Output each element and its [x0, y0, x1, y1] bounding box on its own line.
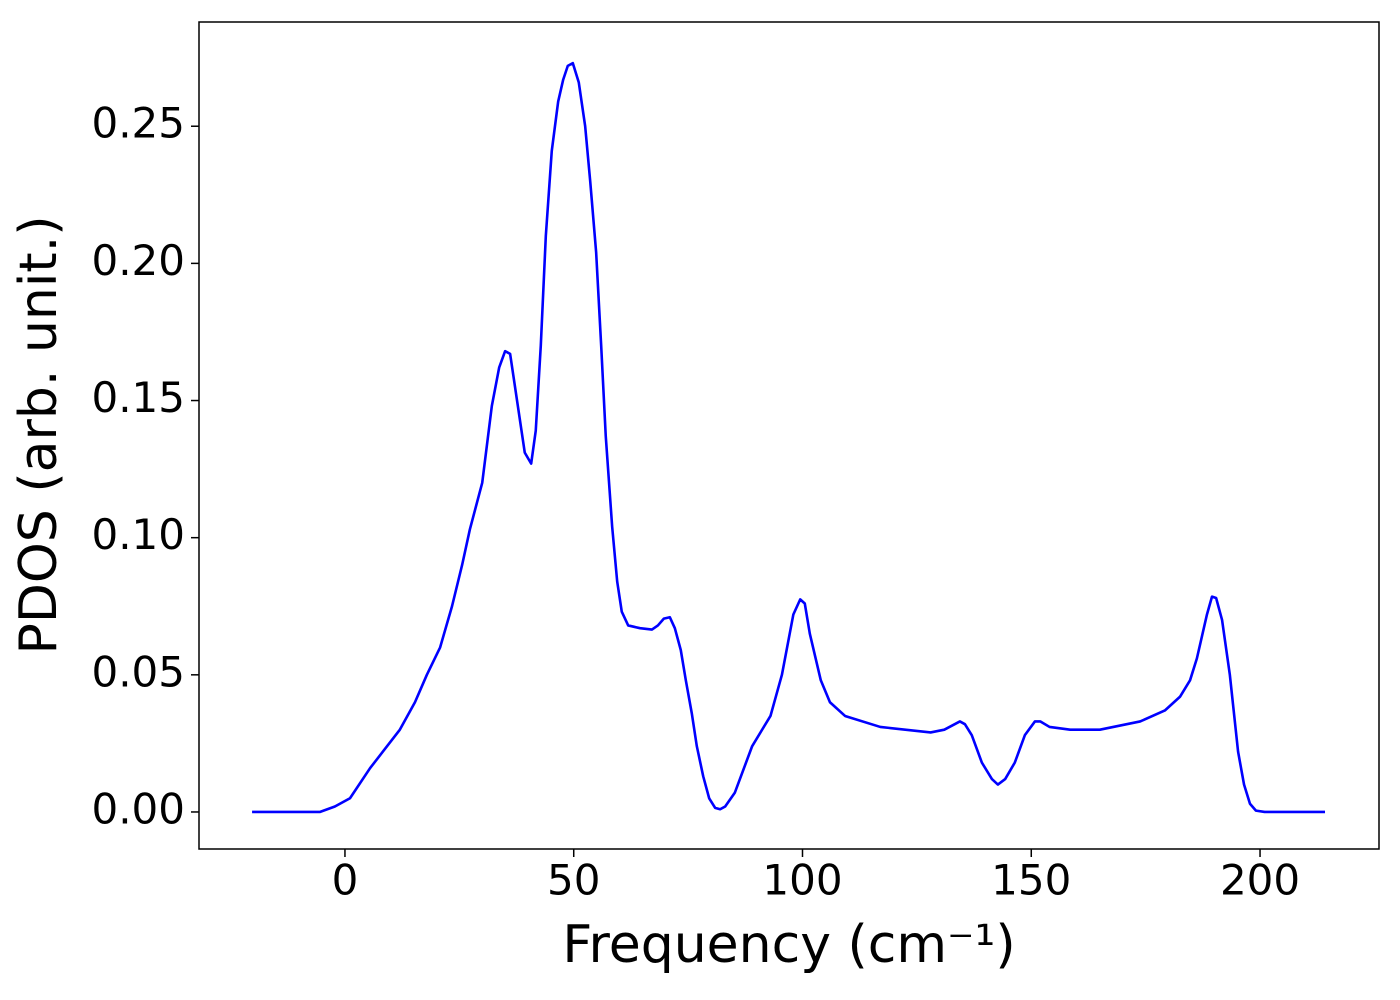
y-tick-label: 0.10 — [91, 510, 185, 559]
y-tick-label: 0.20 — [91, 236, 185, 285]
x-tick-label: 0 — [332, 856, 359, 905]
y-tick-label: 0.00 — [91, 784, 185, 833]
y-tick-label: 0.05 — [91, 647, 185, 696]
y-tick-label: 0.25 — [91, 99, 185, 148]
x-tick-label: 150 — [991, 856, 1071, 905]
x-tick-label: 100 — [762, 856, 842, 905]
x-axis-label: Frequency (cm⁻¹) — [562, 915, 1015, 975]
y-tick-label: 0.15 — [91, 373, 185, 422]
x-tick-label: 200 — [1220, 856, 1300, 905]
y-axis-label: PDOS (arb. unit.) — [9, 215, 69, 654]
x-tick-label: 50 — [547, 856, 600, 905]
data-line — [252, 61, 1326, 814]
plot-frame — [198, 21, 1380, 850]
